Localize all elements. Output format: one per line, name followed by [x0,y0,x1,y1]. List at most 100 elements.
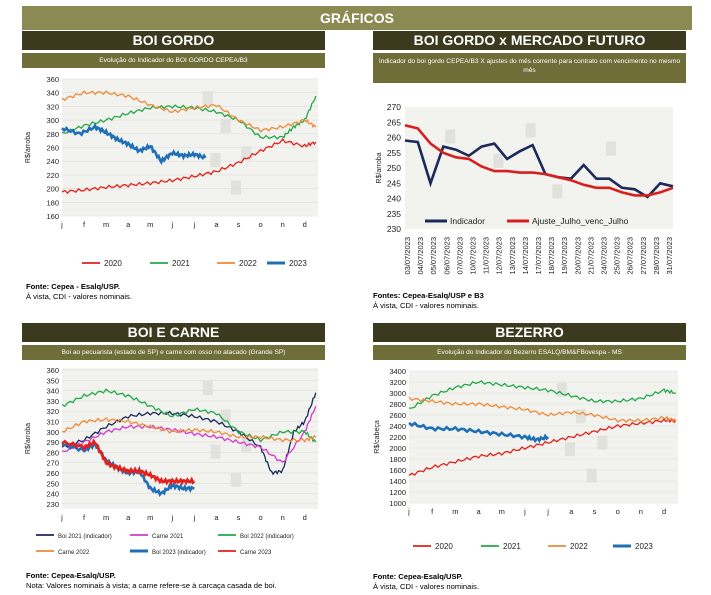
x-tick-label: a [126,220,131,229]
x-tick-label: 28/07/2023 [652,237,661,275]
series-line-carne-2023 [61,438,196,486]
x-tick-label: o [259,513,263,522]
watermark-block [210,153,221,168]
x-tick-label: j [60,513,63,522]
y-tick-label: 260 [46,144,59,153]
y-tick-label: 2000 [389,444,406,453]
panel-subtitle: Evolução do Indicador do Bezerro ESALQ/B… [373,345,686,360]
x-tick-label: a [214,513,219,522]
x-tick-label: o [259,220,263,229]
chart-source: Fontes: Cepea-Esalq/USP e B3 À vista, CD… [373,291,484,310]
panel-subtitle: Boi ao pecuarista (estado de SP) e carne… [22,345,325,360]
source-note: À vista, CDI - valores nominais. [373,581,479,591]
chart-source: Fonte: Cepea - Esalq/USP. À vista, CDI -… [26,282,132,301]
y-axis-label: R$/arroba [25,423,32,454]
x-tick-label: m [452,507,458,516]
watermark-block [230,180,241,195]
panel-boi-gordo: BOI GORDO Evolução do Indicador do BOI G… [22,31,325,311]
y-tick-label: 250 [387,163,401,173]
y-tick-label: 1800 [389,455,406,464]
y-tick-label: 245 [387,178,401,188]
series-line-indicador [404,139,674,199]
x-tick-label: m [103,220,109,229]
x-tick-label: 07/07/2023 [455,237,464,275]
series-line-2022 [408,396,677,423]
legend-label: 2022 [239,259,257,268]
y-axis-label: R$/cabeça [374,420,381,454]
mercado-futuro-chart: 270 265 260 255 250 245 240 235 230 R$/arroba 03/0… [376,102,674,275]
y-tick-label: 270 [46,459,59,468]
panel-subtitle: Evolução do Indicador do BOI GORDO CEPEA… [22,53,325,68]
x-tick-label: s [593,507,597,516]
y-tick-label: 240 [46,157,59,166]
x-tick-label: a [569,507,574,516]
y-tick-label: 260 [46,469,59,478]
x-tick-label: f [83,220,86,229]
legend-label: Boi 2022 (indicador) [240,534,294,540]
y-tick-label: 1600 [389,466,406,475]
y-tick-label: 255 [387,148,401,158]
legend-label: Carne 2023 [240,550,272,556]
series-line-2020 [61,137,317,195]
x-tick-label: 05/07/2023 [429,237,438,275]
series-line-2022 [61,90,317,133]
x-tick-label: 20/07/2023 [573,237,582,275]
x-tick-label: 10/07/2023 [469,237,478,275]
x-tick-label: f [431,507,434,516]
y-tick-label: 320 [46,102,59,111]
x-tick-label: n [639,507,643,516]
x-tick-label: 24/07/2023 [600,237,609,275]
series-line-boi-2021-indicador- [61,392,317,476]
y-tick-label: 240 [387,194,401,204]
panel-title: BOI E CARNE [22,323,325,342]
x-tick-label: d [662,507,666,516]
series-line-2021 [61,95,317,140]
x-tick-label: s [237,220,241,229]
watermark-block [210,444,221,459]
y-axis-label: R$/arroba [25,132,32,163]
source-bold: Fonte: Cepea-Esalq/USP. [26,571,116,580]
x-tick-label: 27/07/2023 [639,237,648,275]
legend-label: Carne 2021 [152,534,184,540]
watermark-block [220,118,231,133]
legend-label: 2021 [503,542,521,551]
x-tick-label: j [193,513,196,522]
banner-title: GRÁFICOS [320,10,394,26]
y-tick-label: 350 [46,376,59,385]
series-line-2023 [61,122,207,166]
watermark-block [586,468,597,483]
x-tick-label: 11/07/2023 [482,237,491,274]
x-tick-label: 06/07/2023 [442,237,451,275]
source-note: Nota: Valores nominais à vista; a carne … [26,580,277,590]
y-tick-label: 1000 [389,499,406,508]
y-tick-label: 3000 [389,389,406,398]
y-tick-label: 300 [46,428,59,437]
legend-label: 2023 [289,259,307,268]
y-tick-label: 235 [387,209,401,219]
y-tick-label: 260 [387,133,401,143]
x-tick-label: a [214,220,219,229]
legend-label: 2022 [570,542,588,551]
y-tick-label: 180 [46,198,59,207]
series-line-carne-2021 [61,405,317,463]
chart-source: Fonte: Cepea-Esalq/USP. Nota: Valores no… [26,571,277,590]
y-tick-label: 280 [46,130,59,139]
y-tick-label: 1400 [389,477,406,486]
y-tick-label: 200 [46,185,59,194]
x-tick-label: j [523,507,526,516]
watermark-block [202,381,213,396]
bezerro-chart: 3400 3200 3000 2800 2600 2400 2200 2000 1800 1600… [374,367,678,551]
source-bold: Fonte: Cepea - Esalq/USP. [26,282,120,291]
x-tick-label: 18/07/2023 [547,237,556,275]
y-axis-label: R$/arroba [376,152,383,183]
y-tick-label: 360 [46,366,59,375]
x-tick-label: d [303,220,307,229]
watermark-block [552,184,563,199]
x-tick-label: a [476,507,481,516]
x-tick-label: 21/07/2023 [586,237,595,275]
y-tick-label: 2200 [389,433,406,442]
y-tick-label: 330 [46,397,59,406]
y-tick-label: 310 [46,418,59,427]
panel-bezerro: BEZERRO Evolução do Indicador do Bezerro… [373,323,686,591]
